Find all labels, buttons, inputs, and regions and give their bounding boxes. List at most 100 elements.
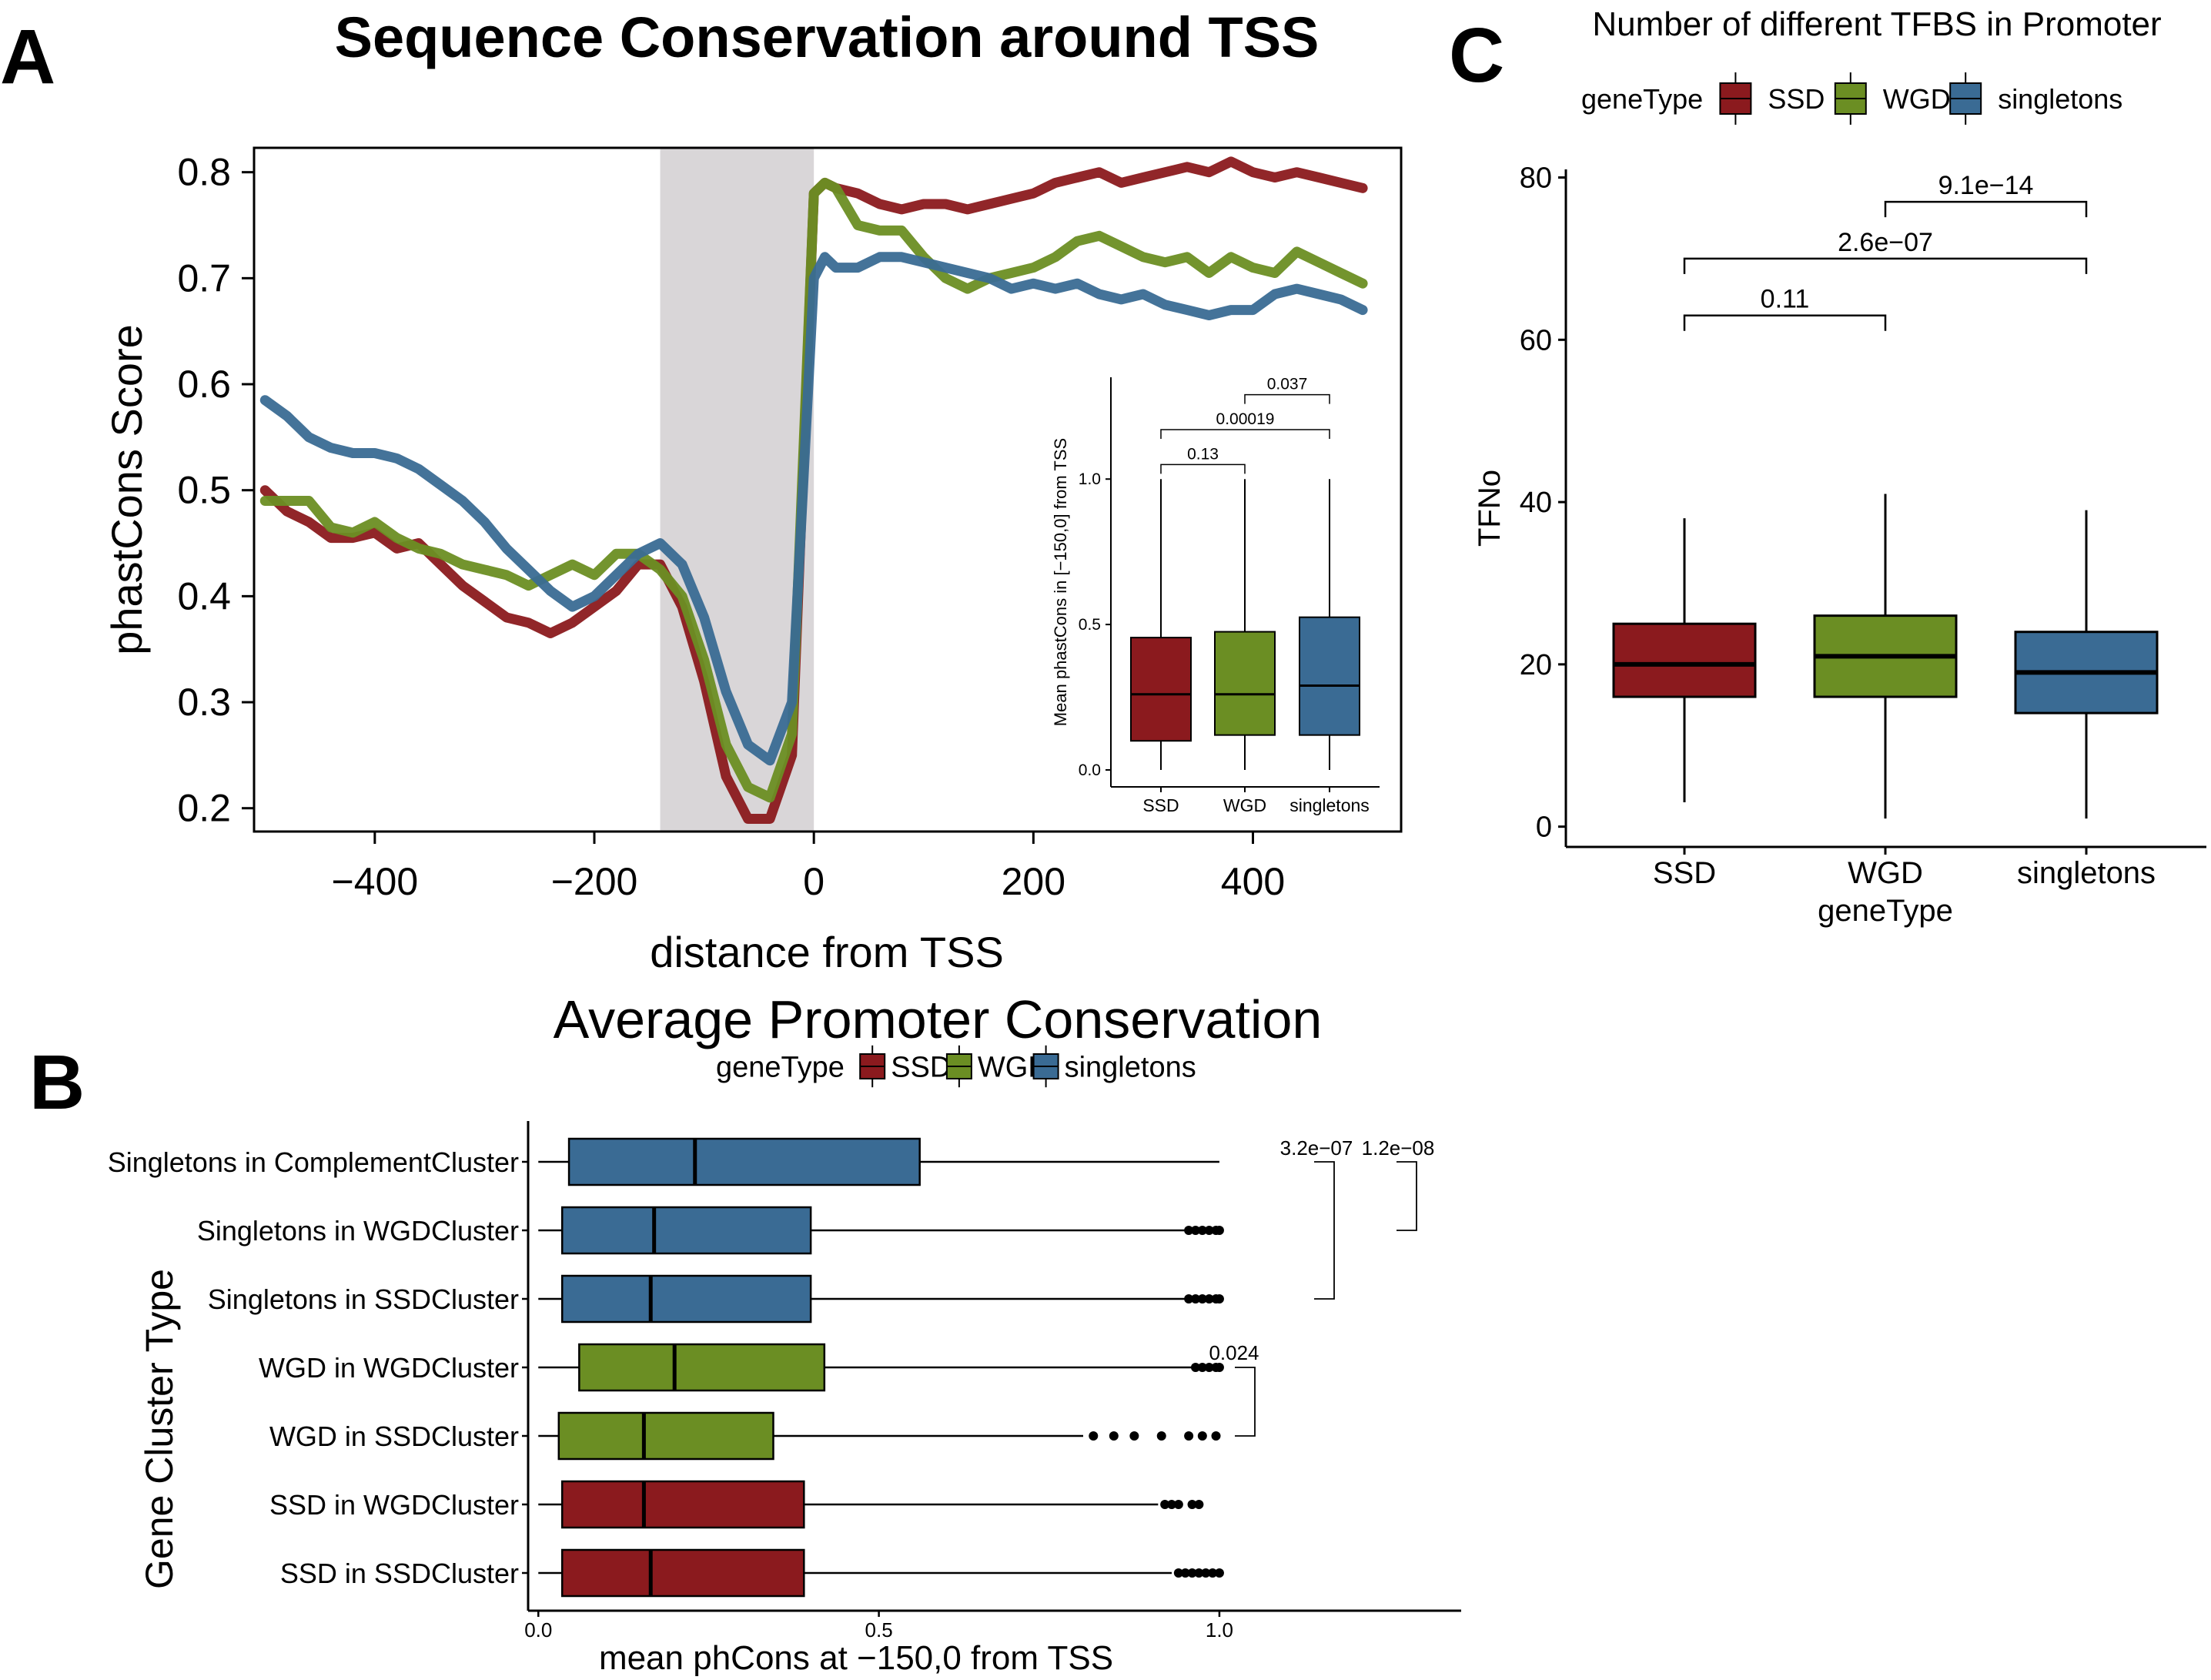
- panel-a: A Sequence Conservation around TSS −400−…: [0, 5, 1403, 976]
- comparison-pvalue: 0.024: [1209, 1341, 1259, 1364]
- x-tick-label: 400: [1221, 860, 1285, 903]
- x-tick-label: singletons: [2017, 856, 2156, 890]
- chart-a-y-axis: 0.2 0.3 0.4 0.5 0.6 0.7 0.8: [177, 151, 254, 830]
- outlier-point: [1173, 1568, 1183, 1578]
- outlier-point: [1156, 1431, 1166, 1441]
- y-tick-label: 0.4: [177, 574, 231, 617]
- box-SSD: [560, 1480, 805, 1529]
- outlier-point: [1197, 1226, 1207, 1235]
- x-tick-label: 0.5: [865, 1618, 893, 1642]
- outlier-point: [1211, 1431, 1221, 1441]
- chart-b-category-labels: Singletons in ComplementCluster Singleton…: [108, 1146, 528, 1589]
- inset-box-WGD: [1214, 631, 1276, 736]
- legend-label-SSD: SSD: [891, 1052, 951, 1084]
- x-tick-label: 0.0: [524, 1618, 552, 1642]
- outlier-point: [1197, 1431, 1207, 1441]
- outlier-point: [1194, 1500, 1204, 1509]
- y-tick-label: 60: [1520, 324, 1552, 356]
- x-tick-label: 200: [1002, 860, 1065, 903]
- comparison-bracket: [1884, 200, 2088, 218]
- chart-c-y-ticks: 0 20 40 60 80: [1520, 162, 1566, 844]
- inset-comparison-bracket: [1244, 393, 1330, 404]
- category-label: SSD in WGDCluster: [269, 1489, 519, 1521]
- comparison-bracket: [1314, 1161, 1335, 1300]
- chart-a-title: Sequence Conservation around TSS: [335, 5, 1320, 69]
- inset-box-singletons: [1299, 616, 1360, 736]
- inset-y-label: Mean phastCons in [−150,0] from TSS: [1051, 438, 1070, 726]
- y-tick-label: 0.2: [177, 787, 231, 830]
- inset-y-ticks: 0.0 0.5 1.0: [1079, 470, 1111, 779]
- box-WGD: [557, 1411, 774, 1461]
- comparison-pvalue: 3.2e−07: [1280, 1136, 1353, 1160]
- outlier-point: [1184, 1431, 1194, 1441]
- outlier-point: [1089, 1431, 1099, 1441]
- inset-comparison-bracket: [1160, 429, 1330, 439]
- chart-a-y-label: phastCons Score: [102, 324, 151, 655]
- y-tick-label: 0.7: [177, 256, 231, 300]
- legend-label-singletons: singletons: [1998, 83, 2122, 115]
- inset-boxes: [1130, 479, 1360, 770]
- box-SSD: [560, 1548, 805, 1598]
- y-tick-label: 80: [1520, 162, 1552, 195]
- chart-a-x-axis: −400 −200 0 200 400: [332, 832, 1285, 903]
- chart-c-boxes: [1612, 494, 2159, 819]
- comparison-bracket: [1683, 314, 1887, 331]
- inset-y-tick-label: 0.0: [1079, 761, 1101, 779]
- outlier-point: [1204, 1226, 1214, 1235]
- outlier-point: [1129, 1431, 1139, 1441]
- inset-comparisons: 0.13 0.00019 0.037: [1160, 376, 1330, 474]
- chart-b-comparisons: 3.2e−07 1.2e−08 0.024: [1209, 1136, 1435, 1437]
- inset-x-tick-label: WGD: [1223, 795, 1266, 815]
- chart-b-x-ticks: 0.0 0.5 1.0: [524, 1611, 1233, 1642]
- chart-c-x-ticks: SSD WGD singletons: [1653, 847, 2156, 890]
- panel-label-a: A: [0, 14, 55, 100]
- outlier-point: [1214, 1363, 1224, 1372]
- legend-label-WGD: WGD: [1883, 83, 1951, 115]
- y-tick-label: 0.6: [177, 363, 231, 406]
- chart-b-x-label: mean phCons at −150,0 from TSS: [599, 1639, 1113, 1677]
- chart-b-legend: geneType SSD WGD singletons: [716, 1045, 1196, 1088]
- outlier-point: [1180, 1568, 1190, 1578]
- outlier-point: [1197, 1294, 1207, 1304]
- box-singletons: [560, 1274, 812, 1324]
- box-SSD: [1612, 622, 1757, 698]
- comparison-bracket: [1235, 1367, 1256, 1437]
- legend-label-singletons: singletons: [1065, 1052, 1196, 1084]
- chart-a-series: [259, 156, 1368, 824]
- outlier-point: [1201, 1568, 1211, 1578]
- x-tick-label: −400: [332, 860, 419, 903]
- legend-title: geneType: [716, 1052, 845, 1084]
- outlier-point: [1190, 1294, 1200, 1304]
- outlier-point: [1190, 1363, 1200, 1372]
- chart-c-legend: geneType SSD WGD singletons: [1581, 72, 2122, 125]
- box-singletons: [560, 1206, 812, 1255]
- chart-a-inset: 0.00.51.0 SSD WGD singletons 0.130.000190.…: [1051, 376, 1380, 815]
- inset-comparison-pvalue: 0.037: [1267, 376, 1308, 393]
- outlier-point: [1197, 1363, 1207, 1372]
- x-tick-label: WGD: [1848, 856, 1923, 890]
- outlier-point: [1214, 1226, 1224, 1235]
- comparison-pvalue: 1.2e−08: [1362, 1136, 1435, 1160]
- outlier-point: [1204, 1294, 1214, 1304]
- y-tick-label: 0: [1536, 812, 1552, 844]
- inset-x-tick-label: SSD: [1142, 795, 1179, 815]
- outlier-point: [1167, 1500, 1177, 1509]
- x-tick-label: SSD: [1653, 856, 1716, 890]
- outlier-point: [1194, 1568, 1204, 1578]
- panel-b: B Average Promoter Conservation geneType…: [29, 989, 1461, 1677]
- inset-box-SSD: [1130, 637, 1192, 742]
- category-label: Singletons in WGDCluster: [197, 1215, 519, 1247]
- category-label: WGD in WGDCluster: [259, 1352, 519, 1384]
- outlier-point: [1160, 1500, 1170, 1509]
- panel-label-b: B: [29, 1039, 85, 1126]
- legend-label-SSD: SSD: [1768, 83, 1825, 115]
- inset-y-tick-label: 0.5: [1079, 616, 1101, 634]
- box-singletons: [567, 1137, 921, 1186]
- outlier-point: [1187, 1568, 1197, 1578]
- inset-x-ticks: SSD WGD singletons: [1142, 787, 1370, 815]
- comparison-pvalue: 0.11: [1761, 285, 1810, 314]
- outlier-point: [1187, 1500, 1197, 1509]
- chart-b-title: Average Promoter Conservation: [554, 989, 1323, 1049]
- category-label: WGD in SSDCluster: [269, 1421, 519, 1452]
- series-line-WGD: [259, 177, 1368, 803]
